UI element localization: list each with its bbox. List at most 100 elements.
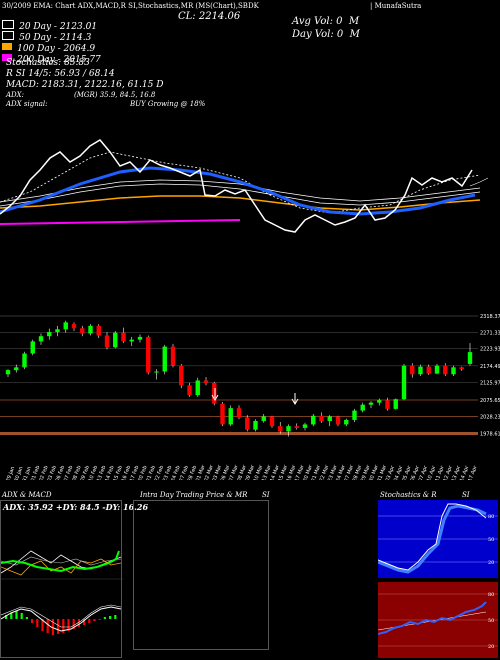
date-label: 15 Mar [277, 463, 289, 480]
macd-bar [67, 619, 70, 631]
minus-di-line [1, 558, 122, 576]
candle-body [261, 416, 266, 421]
stoch-k-line [378, 503, 487, 571]
stoch-tick-50: 50 [488, 537, 494, 543]
candle-body [170, 346, 176, 366]
macd-bar [46, 619, 49, 633]
macd-bar [36, 619, 39, 627]
date-label: 16 Feb [121, 465, 132, 480]
macd-bar [51, 619, 54, 635]
adx-macd-chart [1, 550, 123, 635]
candle-body [443, 365, 448, 375]
candle-body [352, 410, 357, 420]
candle-body [212, 382, 217, 404]
ma-overview-chart [0, 139, 489, 233]
date-label: 22 Feb [154, 465, 165, 480]
rsi-tick-50: 50 [488, 618, 494, 624]
date-label: 02 Mar [203, 463, 215, 480]
price-axis-label: 2028.23 [480, 414, 500, 420]
date-label: 04 Apr [393, 464, 405, 480]
candlestick-chart: 2318.37 2271.33 2223.93 2174.49 2125.97 2075.… [0, 314, 500, 480]
ma-200-line [0, 219, 241, 225]
macd-bar [10, 613, 13, 619]
date-label: 13 Mar [261, 463, 273, 480]
candles [5, 320, 473, 437]
date-label: 23 Feb [162, 465, 173, 480]
intraday-panel-title-right: SI [262, 491, 270, 499]
date-label: 07 Apr [418, 464, 430, 480]
date-label: 13 Apr [451, 464, 463, 480]
date-label: 20 Mar [302, 463, 314, 480]
candle-body [278, 426, 283, 432]
candle-body [203, 380, 209, 383]
date-label: 28 Mar [352, 463, 364, 480]
date-label: 03 Mar [211, 463, 223, 480]
rsi-chart: 80 50 20 [378, 592, 498, 650]
date-label: 03 Apr [385, 464, 397, 480]
date-label: 27 Feb [178, 465, 189, 480]
date-label: 27 Mar [343, 463, 355, 480]
avg-volume: Avg Vol: 0 M [292, 16, 360, 27]
date-label: 24 Feb [170, 465, 181, 480]
swatch [2, 54, 12, 61]
date-label: 05 Apr [401, 464, 413, 480]
ma-100-line [0, 195, 481, 211]
date-label: 21 Mar [310, 463, 322, 480]
date-label: 14 Apr [459, 464, 471, 480]
swatch [2, 20, 14, 29]
swatch [2, 31, 14, 40]
date-label: 01 Mar [195, 463, 207, 480]
candle-body [344, 419, 349, 425]
candle-body [401, 365, 407, 400]
date-label: 28 Feb [187, 465, 198, 480]
stat-stochastics: Stochastics: 85.83 [6, 58, 90, 68]
close-price: CL: 2214.06 [178, 11, 241, 22]
arrow-head-2 [291, 398, 299, 405]
date-label: 07 Mar [228, 463, 240, 480]
candle-body [426, 366, 431, 374]
adx-label: ADX: [6, 91, 25, 99]
rsi-tick-20: 20 [488, 644, 494, 650]
candle-body [55, 329, 60, 333]
price-axis-label: 2318.37 [480, 314, 500, 320]
macd-bar [41, 619, 44, 631]
date-label: 07 Feb [63, 465, 74, 480]
candle-body [302, 424, 308, 428]
date-label: 17 Mar [294, 463, 306, 480]
candle-body [22, 353, 27, 368]
stoch-tick-20: 20 [488, 560, 494, 566]
price-axis-label: 2125.97 [480, 381, 500, 387]
adx-signal-value: BUY Growing @ 18% [130, 100, 206, 108]
candle-body [113, 332, 118, 348]
intraday-panel [133, 500, 269, 650]
date-label: 06 Apr [409, 464, 421, 480]
candle-body [393, 399, 398, 409]
date-label: 09 Mar [244, 463, 256, 480]
date-label: 11 Apr [434, 464, 446, 480]
macd-bar [93, 619, 96, 621]
candle-body [360, 404, 365, 411]
macd-bar [20, 613, 23, 619]
date-label: 08 Feb [71, 465, 82, 480]
price-axis-label: 2075.65 [480, 398, 500, 404]
intraday-panel-title: Intra Day Trading Price & MR [140, 491, 248, 499]
date-label: 12 Apr [442, 464, 454, 480]
date-label: 15 Feb [112, 465, 123, 480]
stoch-tick-80: 80 [488, 514, 494, 520]
date-label: 30 Mar [368, 463, 380, 480]
candle-body [220, 403, 225, 425]
candle-body [88, 325, 93, 334]
candle-body [410, 365, 415, 375]
macd-bar [109, 616, 112, 619]
date-label: 16 Mar [286, 463, 298, 480]
date-label: 14 Feb [104, 465, 115, 480]
candle-body [195, 380, 200, 396]
candle-body [228, 408, 233, 425]
macd-bar [62, 619, 65, 633]
candle-body [245, 417, 250, 430]
date-label: 10 Mar [253, 463, 265, 480]
candle-body [38, 336, 44, 342]
macd-bar [114, 615, 117, 619]
macd-bar [88, 619, 91, 623]
macd-bar [83, 619, 86, 625]
